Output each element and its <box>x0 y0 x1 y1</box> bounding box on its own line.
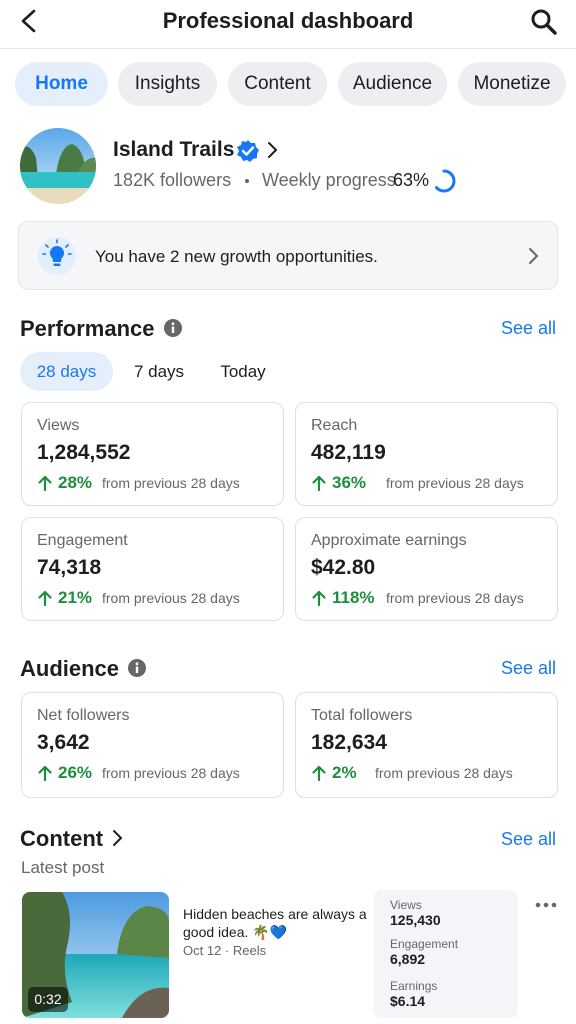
stat-value: 125,430 <box>390 912 441 928</box>
banner-text: You have 2 new growth opportunities. <box>95 247 378 266</box>
chevron <box>268 142 278 158</box>
metric-label: Views <box>37 417 80 434</box>
metric-card[interactable]: Total followers 182,634 2% from previous 28… <box>295 692 558 798</box>
metric-label: Reach <box>311 417 358 434</box>
up-arrow <box>38 475 52 492</box>
metric-label: Net followers <box>37 707 130 724</box>
metric-label: Approximate earnings <box>311 532 467 549</box>
info-icon[interactable] <box>127 658 147 678</box>
search-button[interactable] <box>530 8 558 36</box>
section-subtitle: Latest post <box>21 858 105 877</box>
chevron <box>529 248 539 264</box>
post-meta: Oct 12 · Reels <box>183 943 267 958</box>
followers: 182K followers <box>113 170 232 190</box>
range-tab[interactable]: 7 days <box>133 362 185 381</box>
stat-label: Earnings <box>390 979 438 993</box>
metric-note: from previous 28 days <box>386 590 524 606</box>
tab[interactable]: Monetize <box>458 62 566 106</box>
video-duration: 0:32 <box>28 987 68 1012</box>
info-icon[interactable] <box>163 318 183 338</box>
metric-note: from previous 28 days <box>375 765 513 781</box>
metric-note: from previous 28 days <box>102 590 240 606</box>
progress-ring <box>432 169 456 193</box>
up-arrow <box>312 475 326 492</box>
avatar[interactable] <box>20 128 96 204</box>
tab[interactable]: Insights <box>118 62 217 106</box>
tab[interactable]: Home <box>15 62 108 106</box>
stat-value: $6.14 <box>390 993 426 1009</box>
metric-note: from previous 28 days <box>102 475 240 491</box>
post-caption: Hidden beaches are always a good idea. 🌴… <box>183 906 367 940</box>
metric-change: 2% <box>332 763 357 782</box>
section-title: Performance <box>20 316 155 341</box>
range-tab[interactable]: Today <box>220 362 266 381</box>
stat-label: Views <box>390 898 422 912</box>
metric-value: 482,119 <box>311 441 386 464</box>
metric-change: 118% <box>332 588 375 607</box>
up-arrow <box>38 590 52 607</box>
metric-value: $42.80 <box>311 556 376 579</box>
post-stats: Views 125,430 Engagement 6,892 Earnings $6.14 <box>374 890 518 1018</box>
metric-label: Engagement <box>37 532 128 549</box>
metric-value: 1,284,552 <box>37 441 131 464</box>
stat-value: 6,892 <box>390 951 426 967</box>
metric-card[interactable]: Net followers 3,642 26% from previous 28 da… <box>21 692 284 798</box>
more-button[interactable] <box>535 900 557 910</box>
metric-change: 26% <box>58 763 93 782</box>
tab[interactable]: Audience <box>338 62 447 106</box>
metric-card[interactable]: Engagement 74,318 21% from previous 28 days <box>21 517 284 621</box>
metric-value: 182,634 <box>311 731 387 754</box>
verified-badge <box>237 140 259 162</box>
opportunities-banner[interactable]: You have 2 new growth opportunities. <box>18 221 558 290</box>
see-all[interactable]: See all <box>500 829 556 849</box>
metric-card[interactable]: Reach 482,119 36% from previous 28 days <box>295 402 558 506</box>
back-button[interactable] <box>16 8 42 34</box>
section-title: Content <box>20 826 104 851</box>
metric-value: 74,318 <box>37 556 102 579</box>
progress-arc <box>432 169 456 193</box>
metric-change: 21% <box>58 588 93 607</box>
up-arrow <box>312 765 326 782</box>
profile-name[interactable]: Island Trails <box>113 138 235 161</box>
metric-card[interactable]: Approximate earnings $42.80 118% from previ… <box>295 517 558 621</box>
metric-change: 28% <box>58 473 93 492</box>
chevron[interactable] <box>111 829 125 847</box>
up-arrow <box>312 590 326 607</box>
stat-label: Engagement <box>390 937 459 951</box>
see-all[interactable]: See all <box>500 318 556 338</box>
post-thumbnail[interactable] <box>22 892 169 1018</box>
metric-change: 36% <box>332 473 367 492</box>
range-tab[interactable]: 28 days <box>20 352 113 391</box>
metric-label: Total followers <box>311 707 413 724</box>
metric-note: from previous 28 days <box>102 765 240 781</box>
divider <box>0 48 576 49</box>
section-title: Audience <box>20 656 120 681</box>
progress-label: Weekly progress <box>262 170 396 190</box>
metric-card[interactable]: Views 1,284,552 28% from previous 28 days <box>21 402 284 506</box>
metric-value: 3,642 <box>37 731 90 754</box>
tab[interactable]: Content <box>228 62 327 106</box>
see-all[interactable]: See all <box>500 658 556 678</box>
page-title: Professional dashboard <box>162 8 414 33</box>
separator-dot <box>245 179 249 183</box>
up-arrow <box>38 765 52 782</box>
bulb-icon <box>38 237 76 275</box>
metric-note: from previous 28 days <box>386 475 524 491</box>
progress-value: 63% <box>393 170 430 190</box>
